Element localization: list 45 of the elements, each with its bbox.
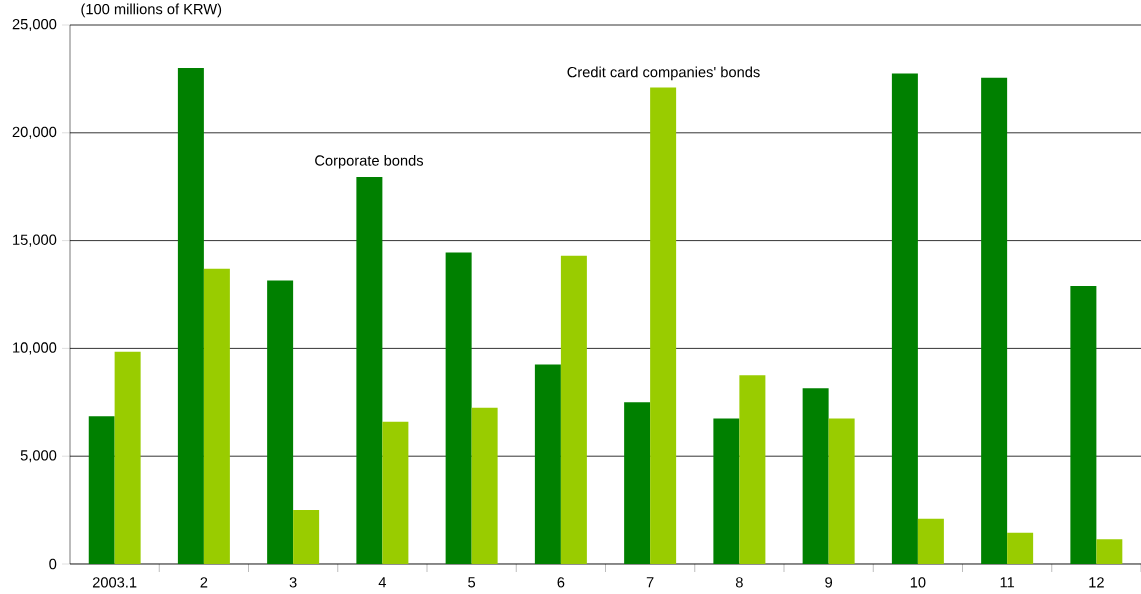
bar [560, 255, 587, 564]
x-tick-label: 4 [378, 577, 387, 588]
bar [802, 388, 829, 564]
bar [1096, 539, 1123, 564]
y-tick-label: 0 [49, 558, 57, 570]
y-axis-title: (100 millions of KRW) [81, 3, 222, 18]
bar [624, 402, 651, 564]
series-label: Credit card companies' bonds [567, 66, 760, 81]
bar [713, 418, 740, 564]
bar [445, 252, 472, 564]
bar [739, 375, 766, 564]
y-tick-label: 15,000 [13, 234, 57, 247]
bar [203, 268, 230, 564]
y-tick-label: 20,000 [12, 126, 57, 139]
bar [917, 518, 944, 564]
x-tick-label: 7 [646, 577, 654, 588]
x-tick-label: 2 [200, 577, 208, 588]
bar [177, 68, 204, 564]
bar [828, 418, 855, 564]
bar [356, 177, 383, 564]
x-tick-label: 12 [1089, 577, 1104, 588]
bar [891, 73, 918, 564]
bar [382, 421, 409, 564]
bar [1007, 532, 1034, 564]
x-tick-label: 11 [1000, 577, 1015, 588]
y-tick-label: 5,000 [20, 450, 57, 463]
bar [981, 77, 1008, 564]
x-tick-label: 8 [735, 577, 743, 588]
x-tick-label: 5 [468, 577, 476, 588]
y-tick-label: 10,000 [13, 342, 57, 355]
bar [650, 87, 677, 564]
bar [1070, 285, 1097, 564]
bar [534, 364, 561, 564]
x-tick-label: 10 [910, 577, 926, 588]
bar [267, 280, 294, 564]
bar [293, 510, 320, 564]
bar [471, 407, 498, 564]
series-label: Corporate bonds [315, 154, 424, 169]
x-tick-label: 9 [825, 577, 833, 588]
bar [88, 416, 115, 564]
x-tick-label: 2003.1 [92, 577, 137, 588]
bar [114, 351, 141, 564]
x-tick-label: 3 [289, 577, 297, 588]
x-tick-label: 6 [557, 577, 565, 588]
y-tick-label: 25,000 [12, 18, 57, 32]
